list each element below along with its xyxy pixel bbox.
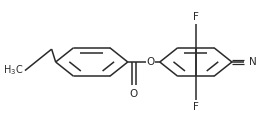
Text: F: F <box>193 102 199 112</box>
Text: F: F <box>193 12 199 22</box>
Text: O: O <box>130 89 138 99</box>
Text: N: N <box>249 57 257 67</box>
Text: H$_3$C: H$_3$C <box>3 64 24 78</box>
Text: O: O <box>146 57 155 67</box>
